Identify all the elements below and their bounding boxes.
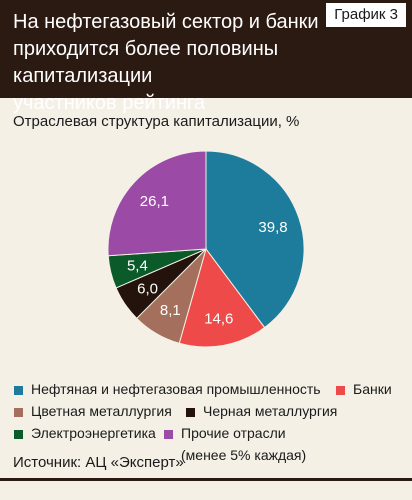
legend-swatch xyxy=(336,386,345,395)
legend-label: Черная металлургия xyxy=(203,403,338,419)
pie-slice xyxy=(107,150,207,257)
legend-swatch xyxy=(186,408,195,417)
pie-chart: 39,8 14,6 8,16,0 5,4 26,1 xyxy=(107,150,305,348)
legend-item: Цветная металлургия xyxy=(14,403,172,422)
legend-label: Цветная металлургия xyxy=(31,403,172,419)
chart-title: На нефтегазовый сектор и банки приходитс… xyxy=(13,11,319,114)
pie-data-label: 8,1 xyxy=(160,302,181,319)
legend-label: Прочие отрасли (менее 5% каждая) xyxy=(181,425,307,463)
pie-data-label: 26,1 xyxy=(140,193,169,210)
legend-label: Электроэнергетика xyxy=(31,425,156,441)
pie-data-label: 14,6 xyxy=(204,310,233,327)
pie-slice xyxy=(178,247,266,348)
chart-header: На нефтегазовый сектор и банки приходитс… xyxy=(0,0,412,114)
legend-item: Черная металлургия xyxy=(186,403,337,422)
legend-item: Прочие отрасли (менее 5% каждая) xyxy=(164,425,306,466)
legend-swatch xyxy=(14,408,23,417)
legend-item: Нефтяная и нефтегазовая промышленность xyxy=(14,381,321,400)
legend-swatch xyxy=(14,386,23,395)
legend-swatch xyxy=(14,430,23,439)
legend-item: Электроэнергетика xyxy=(14,425,156,444)
source-note: Источник: АЦ «Эксперт» xyxy=(13,454,184,471)
chart-subtitle: Отраслевая структура капитализации, % xyxy=(13,113,300,130)
bottom-rule xyxy=(0,478,412,481)
pie-data-label: 6,0 xyxy=(137,281,158,298)
pie-data-label: 5,4 xyxy=(127,258,148,275)
pie-data-label: 39,8 xyxy=(258,219,287,236)
legend-label: Нефтяная и нефтегазовая промышленность xyxy=(31,381,321,397)
legend-label: Банки xyxy=(353,381,392,397)
pie-slice xyxy=(205,150,305,329)
legend-swatch xyxy=(164,430,173,439)
chart-number-badge: График 3 xyxy=(326,3,406,27)
legend-item: Банки xyxy=(336,381,392,400)
